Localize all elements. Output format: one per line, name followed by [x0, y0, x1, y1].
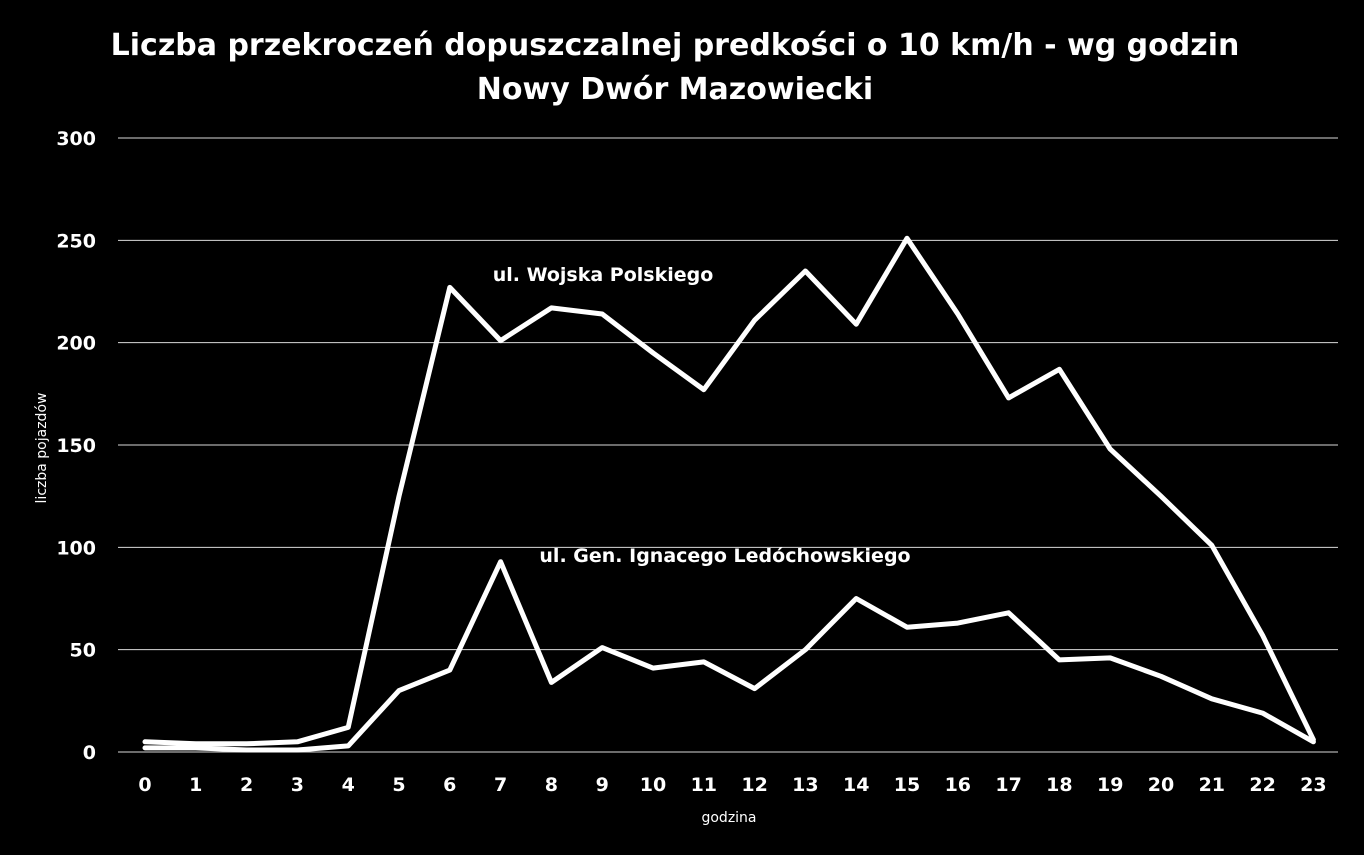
x-tick-label-15: 15: [894, 774, 920, 796]
x-tick-label-22: 22: [1249, 774, 1275, 796]
x-axis-ticks: 0 1 2 3 4 5 6 7 8 9 10 11 12 13 14 15 16 17 18 19 20 21 22 23: [138, 774, 1326, 796]
x-tick-label-0: 0: [138, 774, 151, 796]
x-tick-label-8: 8: [545, 774, 558, 796]
gridlines: [118, 137, 1338, 753]
series-line-1: [142, 235, 1316, 747]
x-tick-label-7: 7: [494, 774, 507, 796]
x-tick-label-6: 6: [443, 774, 456, 796]
series-line-2: [142, 559, 1316, 753]
x-tick-label-20: 20: [1148, 774, 1174, 796]
x-tick-label-9: 9: [596, 774, 609, 796]
x-tick-label-21: 21: [1199, 774, 1225, 796]
x-tick-label-11: 11: [691, 774, 717, 796]
x-tick-label-16: 16: [945, 774, 971, 796]
y-tick-label-150: 150: [56, 435, 96, 457]
series-annotations: ul. Wojska Polskiego ul. Gen. Ignacego Le…: [493, 264, 911, 567]
x-tick-label-2: 2: [240, 774, 253, 796]
x-tick-label-14: 14: [843, 774, 869, 796]
y-tick-label-300: 300: [56, 128, 96, 150]
y-tick-label-0: 0: [83, 742, 96, 764]
x-tick-label-12: 12: [741, 774, 767, 796]
series-label-2: ul. Gen. Ignacego Ledóchowskiego: [539, 545, 910, 567]
y-tick-label-50: 50: [70, 640, 96, 662]
y-axis-ticks: 0 50 100 150 200 250 300: [56, 128, 96, 764]
y-tick-label-200: 200: [56, 333, 96, 355]
x-tick-label-17: 17: [995, 774, 1021, 796]
x-tick-label-3: 3: [291, 774, 304, 796]
x-tick-label-19: 19: [1097, 774, 1123, 796]
x-tick-label-1: 1: [189, 774, 202, 796]
y-axis-label: liczba pojazdów: [34, 393, 50, 504]
series-lines: [142, 235, 1316, 753]
x-axis-label: godzina: [701, 810, 756, 826]
chart-title-line2: Nowy Dwór Mazowiecki: [477, 72, 873, 107]
y-tick-label-100: 100: [56, 537, 96, 559]
y-tick-label-250: 250: [56, 230, 96, 252]
x-tick-label-5: 5: [392, 774, 405, 796]
x-tick-label-18: 18: [1046, 774, 1072, 796]
x-tick-label-4: 4: [342, 774, 355, 796]
chart-title-line1: Liczba przekroczeń dopuszczalnej predkoś…: [111, 28, 1240, 63]
x-tick-label-10: 10: [640, 774, 666, 796]
x-tick-label-23: 23: [1300, 774, 1326, 796]
x-tick-label-13: 13: [792, 774, 818, 796]
series-label-1: ul. Wojska Polskiego: [493, 264, 714, 286]
